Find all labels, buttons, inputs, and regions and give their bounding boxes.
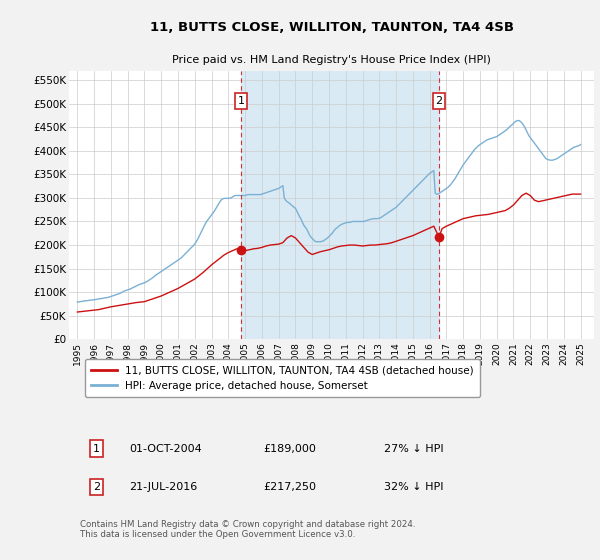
Text: 1: 1 — [238, 96, 244, 106]
Text: Contains HM Land Registry data © Crown copyright and database right 2024.
This d: Contains HM Land Registry data © Crown c… — [79, 520, 415, 539]
Text: 21-JUL-2016: 21-JUL-2016 — [130, 482, 197, 492]
Text: £189,000: £189,000 — [263, 444, 316, 454]
Text: 32% ↓ HPI: 32% ↓ HPI — [384, 482, 443, 492]
Text: £217,250: £217,250 — [263, 482, 316, 492]
Text: 2: 2 — [435, 96, 442, 106]
Text: 1: 1 — [93, 444, 100, 454]
Text: 01-OCT-2004: 01-OCT-2004 — [130, 444, 202, 454]
Text: 11, BUTTS CLOSE, WILLITON, TAUNTON, TA4 4SB: 11, BUTTS CLOSE, WILLITON, TAUNTON, TA4 … — [149, 21, 514, 34]
Text: 2: 2 — [93, 482, 100, 492]
Text: 27% ↓ HPI: 27% ↓ HPI — [384, 444, 443, 454]
Text: Price paid vs. HM Land Registry's House Price Index (HPI): Price paid vs. HM Land Registry's House … — [172, 55, 491, 65]
Legend: 11, BUTTS CLOSE, WILLITON, TAUNTON, TA4 4SB (detached house), HPI: Average price: 11, BUTTS CLOSE, WILLITON, TAUNTON, TA4 … — [85, 359, 480, 397]
Bar — [241, 71, 439, 339]
